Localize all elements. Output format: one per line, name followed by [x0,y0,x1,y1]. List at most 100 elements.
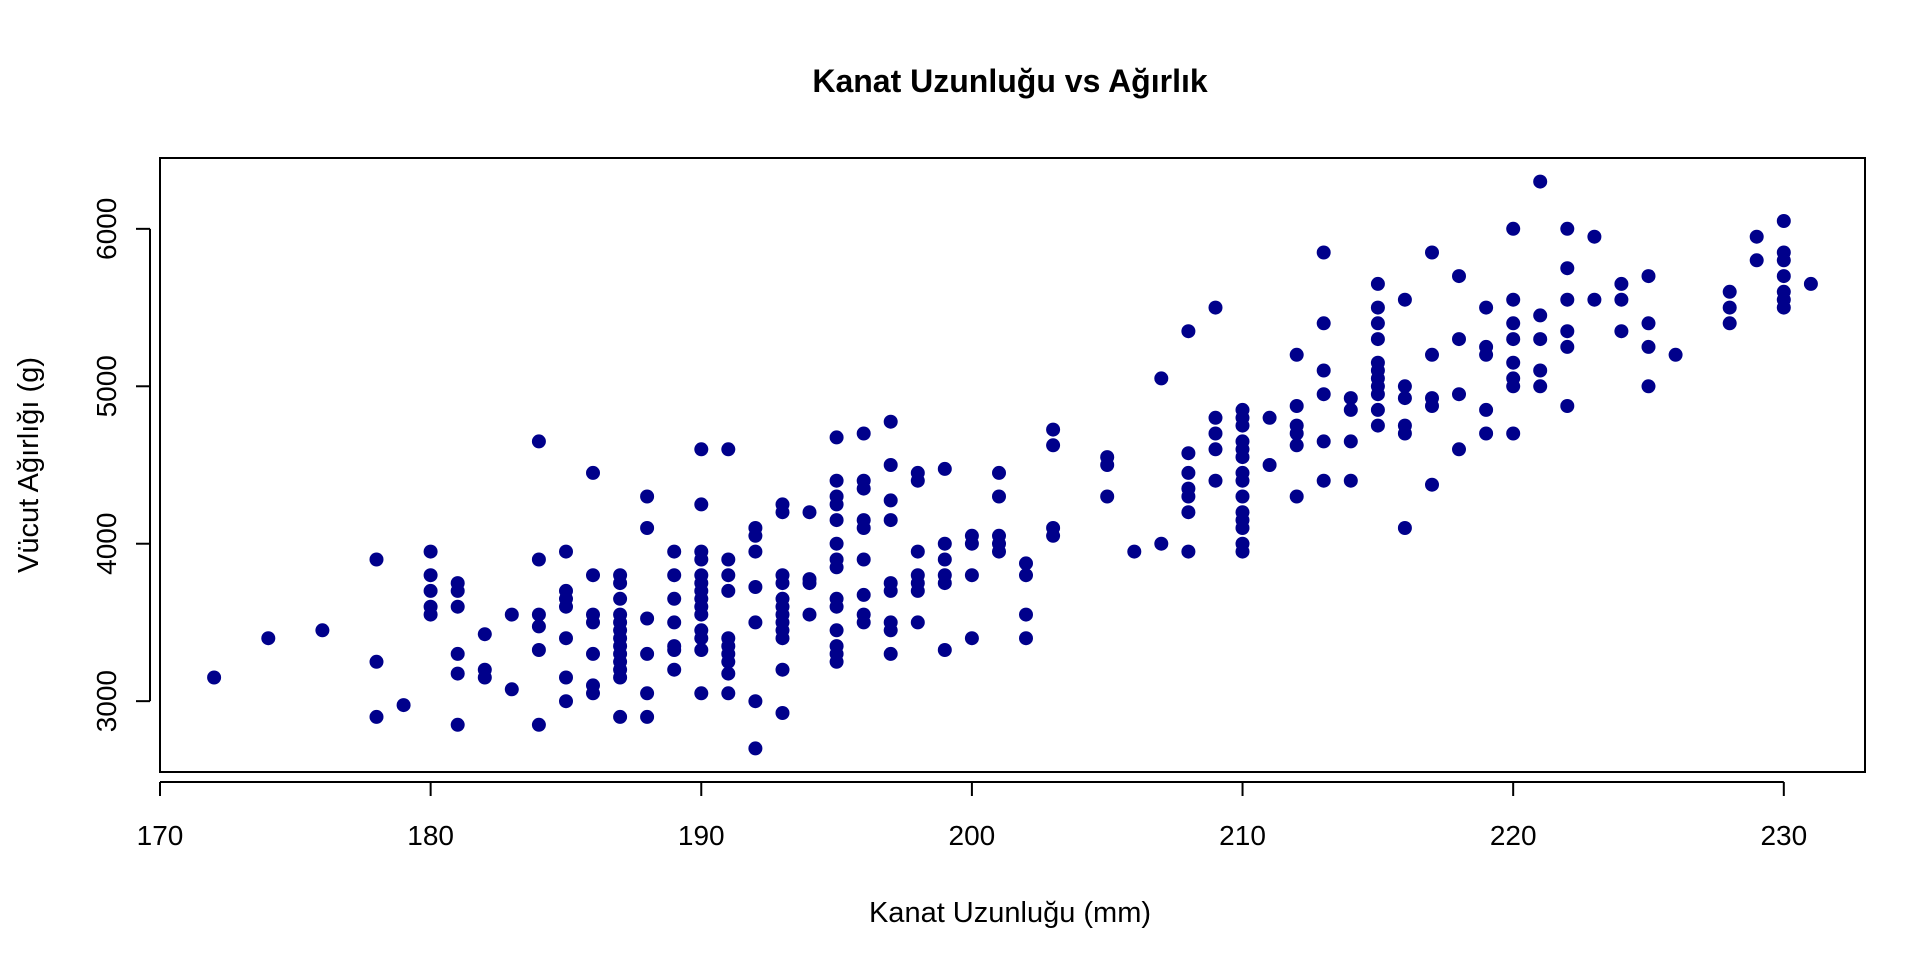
data-point [829,599,844,614]
data-point [1533,363,1548,378]
data-point [640,489,655,504]
data-point [992,465,1006,480]
data-point [1208,410,1223,425]
y-tick-label: 4000 [91,513,122,575]
data-point [1154,371,1169,386]
data-point [1235,544,1250,559]
data-point [450,646,465,661]
x-tick-label: 200 [949,820,996,851]
data-point [1208,473,1223,488]
data-point [450,583,465,598]
x-tick-label: 190 [678,820,725,851]
data-point [423,568,438,583]
data-point [829,513,844,528]
data-point [1181,446,1196,461]
data-point [1722,300,1737,315]
data-point [883,623,898,638]
data-point [1046,528,1061,543]
data-point [1560,339,1575,354]
data-point [667,544,682,559]
data-point [531,643,546,657]
x-tick-label: 220 [1490,820,1537,851]
data-point [937,536,952,551]
data-point [829,623,844,638]
data-point [1262,458,1277,472]
data-point [640,521,655,535]
data-point [883,414,898,429]
data-point [1560,261,1575,276]
data-point [910,544,925,559]
data-point [1208,442,1223,457]
data-point [1289,438,1304,453]
x-tick-label: 210 [1219,820,1266,851]
data-point [775,706,790,720]
data-point [1316,387,1331,402]
data-point [559,599,573,614]
chart-title: Kanat Uzunluğu vs Ağırlık [812,63,1208,99]
data-point [829,497,844,512]
data-point [856,426,871,441]
data-point [1614,276,1629,291]
data-point [1019,568,1033,583]
data-point [856,521,871,535]
data-point [369,709,384,724]
data-point [1370,387,1385,402]
data-point [667,568,682,583]
data-point [1452,442,1466,457]
data-point [694,442,709,457]
x-tick-label: 230 [1760,820,1807,851]
data-point [694,686,709,701]
data-point [1316,473,1331,488]
data-point [315,623,330,638]
data-point [856,615,871,630]
data-point [504,607,519,622]
data-point [721,568,736,583]
data-point [1370,402,1385,417]
plot-frame [159,157,1866,773]
data-point [721,583,736,598]
data-point [1343,434,1358,449]
data-point [1397,379,1412,394]
data-point [1316,363,1331,378]
data-point [856,481,871,496]
data-point [883,646,898,661]
data-point [1776,269,1791,284]
data-point [1289,399,1304,413]
data-point [1533,174,1548,189]
data-point [261,631,276,646]
data-point [1343,391,1358,406]
data-point [1722,316,1737,331]
data-point [992,544,1006,559]
data-point [450,717,465,732]
data-point [1506,292,1521,307]
data-point [586,568,600,583]
data-point [1425,477,1439,492]
data-point [1370,418,1385,433]
data-point [910,615,925,630]
data-point [1181,544,1196,559]
data-point [721,552,736,567]
data-point [829,560,844,575]
data-point [937,576,952,591]
y-axis: 3000 4000 5000 6000 [91,198,151,732]
data-point [667,643,682,657]
data-point [1533,308,1548,323]
y-tick-label: 3000 [91,670,122,732]
data-point [531,717,546,732]
data-point [640,646,655,661]
data-point [1019,631,1033,646]
data-point [1235,418,1250,433]
data-point [992,489,1006,504]
data-point [1289,489,1304,504]
data-point [586,615,600,630]
data-point [775,505,790,520]
data-point [1614,292,1629,307]
data-point [1776,300,1791,315]
data-point [1533,332,1548,347]
data-point [721,442,736,457]
data-point [775,576,790,591]
data-point [1506,332,1521,347]
data-point [1370,316,1385,331]
data-point [721,654,736,669]
data-point [1425,347,1439,362]
